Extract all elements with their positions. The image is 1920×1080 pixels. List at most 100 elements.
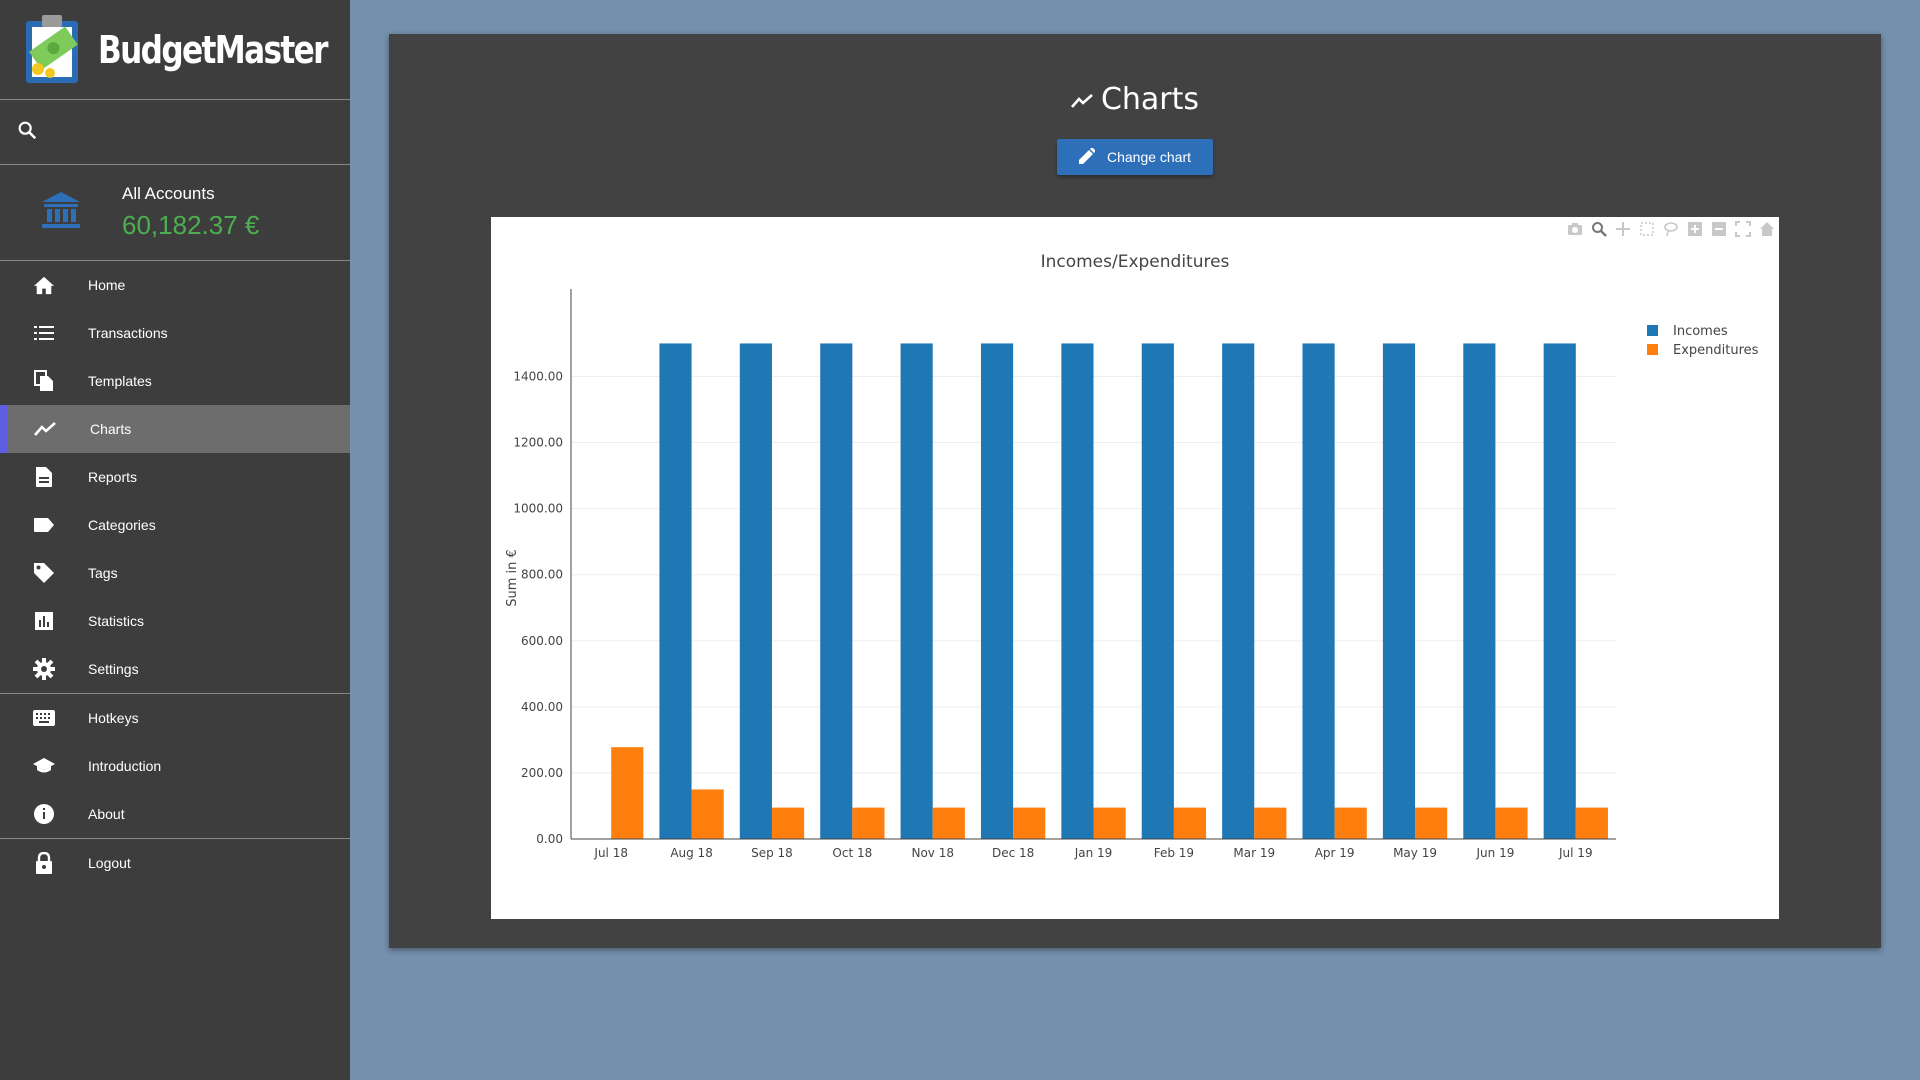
bar-incomes [1222, 343, 1255, 839]
bar-incomes [1061, 343, 1094, 839]
x-tick-label: Jun 19 [1476, 846, 1515, 860]
charts-card: Charts Change chart Incomes/Expenditures… [389, 34, 1881, 948]
logout-nav: Logout [0, 839, 350, 887]
change-chart-button[interactable]: Change chart [1057, 139, 1213, 175]
nav-item-label: Home [88, 277, 126, 293]
legend-label: Expenditures [1673, 343, 1759, 358]
lasso-select-icon[interactable] [1663, 221, 1679, 237]
x-tick-label: May 19 [1393, 846, 1437, 860]
tag-icon [0, 562, 88, 584]
search-icon[interactable] [16, 119, 38, 146]
x-tick-label: Dec 18 [992, 846, 1034, 860]
nav-item-about[interactable]: About [0, 790, 350, 838]
bar-expenditures [1495, 807, 1528, 839]
page-title: Charts [389, 82, 1881, 117]
bar-incomes [900, 343, 933, 839]
x-tick-label: Jul 18 [593, 846, 628, 860]
account-selector[interactable]: All Accounts 60,182.37 € [0, 165, 350, 261]
nav-item-label: Statistics [88, 613, 145, 629]
chart-modebar [1567, 221, 1775, 237]
bar-incomes [1543, 343, 1576, 839]
y-tick-label: 600.00 [521, 634, 563, 648]
bar-expenditures [1575, 807, 1608, 839]
bar-expenditures [1173, 807, 1207, 839]
x-tick-label: Oct 18 [832, 846, 872, 860]
bank-icon [40, 190, 82, 235]
secondary-nav: Hotkeys Introduction About [0, 694, 350, 838]
nav-item-label: Templates [88, 373, 152, 389]
nav-divider [0, 838, 350, 839]
description-icon [0, 467, 88, 487]
change-chart-label: Change chart [1106, 149, 1192, 165]
nav-item-charts[interactable]: Charts [0, 405, 350, 453]
nav-item-statistics[interactable]: Statistics [0, 597, 350, 645]
nav-item-label: Categories [88, 517, 156, 533]
list-icon [0, 325, 88, 341]
x-tick-label: Jul 19 [1558, 846, 1593, 860]
y-tick-label: 800.00 [521, 568, 563, 582]
y-tick-label: 0.00 [536, 832, 563, 846]
x-tick-label: Sep 18 [751, 846, 793, 860]
legend-swatch [1647, 344, 1658, 355]
bar-incomes [1141, 343, 1174, 839]
nav-item-label: About [88, 806, 125, 822]
nav-item-label: Introduction [88, 758, 162, 774]
x-tick-label: Nov 18 [911, 846, 954, 860]
y-tick-label: 200.00 [521, 766, 563, 780]
y-tick-label: 400.00 [521, 700, 563, 714]
nav-item-introduction[interactable]: Introduction [0, 742, 350, 790]
chart-title: Incomes/Expenditures [1041, 252, 1230, 272]
camera-icon[interactable] [1567, 221, 1583, 237]
zoom-icon[interactable] [1591, 221, 1607, 237]
nav-item-home[interactable]: Home [0, 261, 350, 309]
bar-expenditures [691, 789, 724, 839]
bar-expenditures [1415, 807, 1448, 839]
bar-expenditures [1013, 807, 1046, 839]
legend-swatch [1647, 325, 1658, 336]
home-icon [0, 275, 88, 295]
pan-icon[interactable] [1615, 221, 1631, 237]
bar-incomes [820, 343, 853, 839]
bar-incomes [739, 343, 772, 839]
y-tick-label: 1400.00 [513, 369, 563, 383]
edit-icon [1078, 146, 1096, 167]
file-copy-icon [0, 370, 88, 392]
lock-icon [0, 852, 88, 874]
bar-incomes [980, 343, 1014, 839]
bar-incomes [1302, 343, 1335, 839]
y-tick-label: 1000.00 [513, 502, 563, 516]
nav-item-label: Reports [88, 469, 138, 485]
search-bar[interactable] [0, 100, 350, 165]
nav-item-tags[interactable]: Tags [0, 549, 350, 597]
nav-item-transactions[interactable]: Transactions [0, 309, 350, 357]
zoom-in-icon[interactable] [1687, 221, 1703, 237]
autoscale-icon[interactable] [1735, 221, 1751, 237]
legend-label: Incomes [1673, 324, 1728, 339]
school-icon [0, 758, 88, 774]
x-tick-label: Jan 19 [1074, 846, 1113, 860]
brand[interactable]: BudgetMaster [0, 0, 350, 100]
y-tick-label: 1200.00 [513, 436, 563, 450]
bar-incomes [1382, 343, 1416, 839]
assessment-icon [0, 612, 88, 630]
reset-axes-icon[interactable] [1759, 221, 1775, 237]
nav-item-hotkeys[interactable]: Hotkeys [0, 694, 350, 742]
nav-item-reports[interactable]: Reports [0, 453, 350, 501]
y-axis-title: Sum in € [505, 549, 520, 607]
gear-icon [0, 658, 88, 680]
nav-item-label: Charts [90, 421, 132, 437]
bar-expenditures [771, 807, 805, 839]
bar-expenditures [1254, 807, 1287, 839]
zoom-out-icon[interactable] [1711, 221, 1727, 237]
account-name: All Accounts [122, 184, 215, 203]
nav-item-templates[interactable]: Templates [0, 357, 350, 405]
page-title-text: Charts [1100, 82, 1200, 117]
nav-item-settings[interactable]: Settings [0, 645, 350, 693]
nav-item-categories[interactable]: Categories [0, 501, 350, 549]
nav-item-logout[interactable]: Logout [0, 839, 350, 887]
bar-incomes [659, 343, 692, 839]
nav-item-label: Tags [88, 565, 118, 581]
nav-divider [0, 693, 350, 694]
chart-container[interactable]: Incomes/Expenditures 0.00 200.00 400.00 600.… [491, 217, 1779, 919]
box-select-icon[interactable] [1639, 221, 1655, 237]
